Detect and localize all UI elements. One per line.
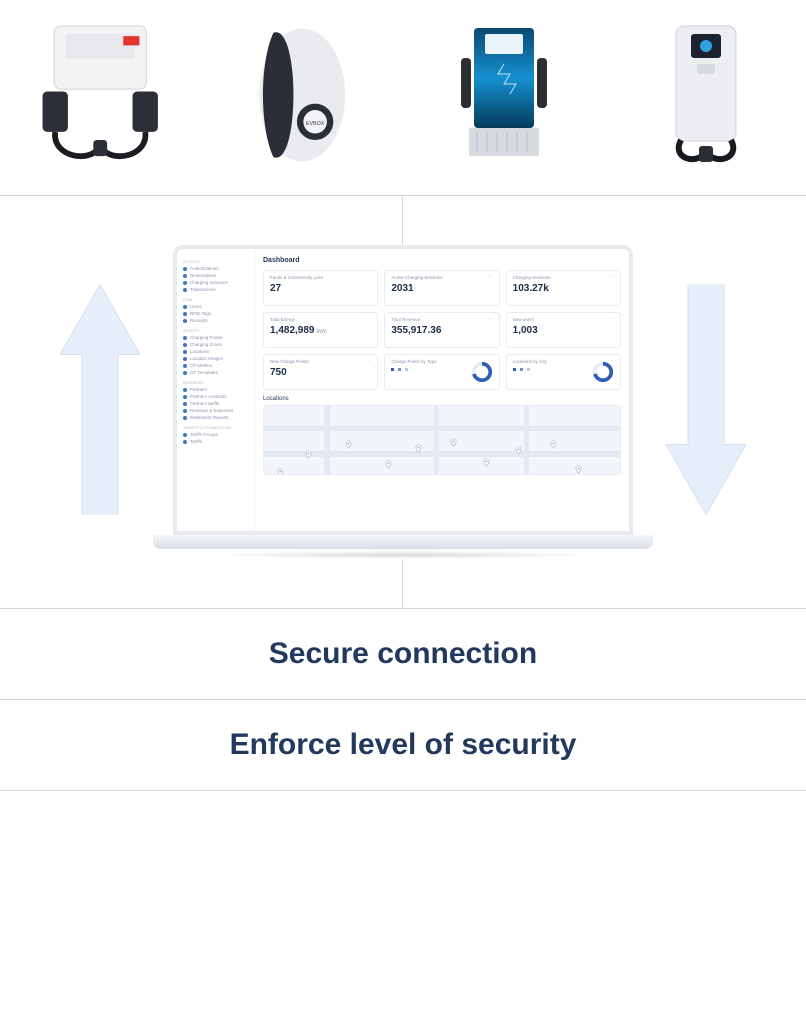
heading-secure-connection: Secure connection — [0, 608, 806, 700]
card-menu-icon: ⋯ — [366, 358, 372, 364]
arrow-down-icon — [666, 285, 746, 520]
map-pin-icon — [344, 436, 353, 445]
card-menu-icon: ⋯ — [609, 316, 615, 322]
heading-2-text: Enforce level of security — [0, 728, 806, 762]
card-label: New Charge Points — [270, 359, 371, 364]
map-pin-icon — [574, 461, 583, 470]
sidebar-item: CP Templates — [183, 369, 254, 376]
card-value: 750 — [270, 367, 371, 378]
locations-title: Locations — [263, 396, 621, 402]
card-label: New users — [513, 317, 614, 322]
sidebar-item: Revenue & Expenses — [183, 407, 254, 414]
metric-card: ⋯New Charge Points 750 — [263, 354, 378, 390]
sidebar-group-title: ACTIVITY — [183, 259, 254, 264]
laptop-shadow — [203, 551, 603, 559]
dashboard-main: Dashboard ⋯Faults & Connectivity Loss27⋯… — [255, 249, 629, 531]
metric-card: ⋯Active Charging Sessions 2031 — [384, 270, 499, 306]
sidebar-item: CP Metrics — [183, 362, 254, 369]
card-value: 1,003 — [513, 325, 614, 336]
svg-text:EVBOX: EVBOX — [306, 121, 325, 127]
sidebar-item: RFID Tags — [183, 310, 254, 317]
card-label: Charging Sessions — [513, 275, 614, 280]
sidebar-item: Receipts — [183, 317, 254, 324]
card-label: Active Charging Sessions — [391, 275, 492, 280]
sidebar-item: Partners — [183, 386, 254, 393]
mid-section: ACTIVITYAuthorizationsReservationsChargi… — [0, 196, 806, 608]
dashboard-title: Dashboard — [263, 257, 621, 264]
chargers-row: EVBOX — [0, 0, 806, 195]
arrow-up-icon — [60, 285, 140, 520]
map-pin-icon — [276, 464, 285, 473]
sidebar-item: Locations — [183, 348, 254, 355]
metric-card: ⋯Total Revenue 355,917.36 — [384, 312, 499, 348]
sidebar-item: Location Images — [183, 355, 254, 362]
metric-card: ⋯Charging Sessions 103.27k — [506, 270, 621, 306]
heading-enforce-security: Enforce level of security — [0, 700, 806, 791]
card-menu-icon: ⋯ — [488, 316, 494, 322]
laptop: ACTIVITYAuthorizationsReservationsChargi… — [173, 245, 633, 559]
sidebar-group-title: TARIFFS & PROMOTIONS — [183, 425, 254, 430]
map-pin-icon — [384, 456, 393, 465]
metric-card: ⋯Locations by City — [506, 354, 621, 390]
card-label: Total Revenue — [391, 317, 492, 322]
laptop-screen: ACTIVITYAuthorizationsReservationsChargi… — [173, 245, 633, 535]
sidebar-item: Partners contracts — [183, 393, 254, 400]
card-legend — [391, 368, 464, 371]
card-menu-icon: ⋯ — [488, 274, 494, 280]
map-pin-icon — [514, 442, 523, 451]
sidebar-group-title: BUSINESS — [183, 380, 254, 385]
charger-3 — [434, 20, 574, 170]
dashboard-sidebar: ACTIVITYAuthorizationsReservationsChargi… — [177, 249, 255, 531]
sidebar-item: Charging Sessions — [183, 279, 254, 286]
metric-card: ⋯Total Energy 1,482,989kWh — [263, 312, 378, 348]
sidebar-item: Charging Points — [183, 334, 254, 341]
sidebar-group-title: CRM — [183, 297, 254, 302]
map-pin-icon — [449, 434, 458, 443]
card-menu-icon: ⋯ — [366, 316, 372, 322]
card-value: 27 — [270, 283, 371, 294]
sidebar-item: Settlement Reports — [183, 414, 254, 421]
sidebar-item: Tariffs Groups — [183, 431, 254, 438]
card-value: 1,482,989kWh — [270, 325, 371, 336]
card-row-3: ⋯New Charge Points 750 ⋯Charge Points by T… — [263, 354, 621, 390]
sidebar-item: Transactions — [183, 286, 254, 293]
charger-4 — [636, 20, 776, 170]
locations-map — [263, 405, 621, 475]
card-menu-icon: ⋯ — [366, 274, 372, 280]
card-row-1: ⋯Faults & Connectivity Loss27⋯Active Cha… — [263, 270, 621, 306]
card-value: 355,917.36 — [391, 325, 492, 336]
map-pin-icon — [414, 440, 423, 449]
card-row-2: ⋯Total Energy1,482,989kWh⋯Total Revenue3… — [263, 312, 621, 348]
card-label: Faults & Connectivity Loss — [270, 275, 371, 280]
sidebar-item: Users — [183, 303, 254, 310]
card-label: Locations by City — [513, 359, 586, 364]
metric-card: ⋯Charge Points by Type — [384, 354, 499, 390]
sidebar-item: Reservations — [183, 272, 254, 279]
map-pin-icon — [549, 436, 558, 445]
laptop-base — [153, 535, 653, 549]
donut-chart-icon — [471, 361, 493, 383]
sidebar-item: Authorizations — [183, 265, 254, 272]
donut-chart-icon — [592, 361, 614, 383]
metric-card: ⋯New users 1,003 — [506, 312, 621, 348]
charger-2: EVBOX — [232, 20, 372, 170]
card-menu-icon: ⋯ — [609, 274, 615, 280]
sidebar-item: Charging Zones — [183, 341, 254, 348]
card-value: 2031 — [391, 283, 492, 294]
sidebar-group-title: ASSETS — [183, 328, 254, 333]
charger-1 — [30, 20, 170, 170]
metric-card: ⋯Faults & Connectivity Loss 27 — [263, 270, 378, 306]
sidebar-item: Partners tariffs — [183, 400, 254, 407]
sidebar-item: Tariffs — [183, 438, 254, 445]
card-legend — [513, 368, 586, 371]
card-label: Charge Points by Type — [391, 359, 464, 364]
heading-1-text: Secure connection — [0, 637, 806, 671]
map-pin-icon — [304, 446, 313, 455]
card-label: Total Energy — [270, 317, 371, 322]
map-pin-icon — [482, 454, 491, 463]
card-value: 103.27k — [513, 283, 614, 294]
